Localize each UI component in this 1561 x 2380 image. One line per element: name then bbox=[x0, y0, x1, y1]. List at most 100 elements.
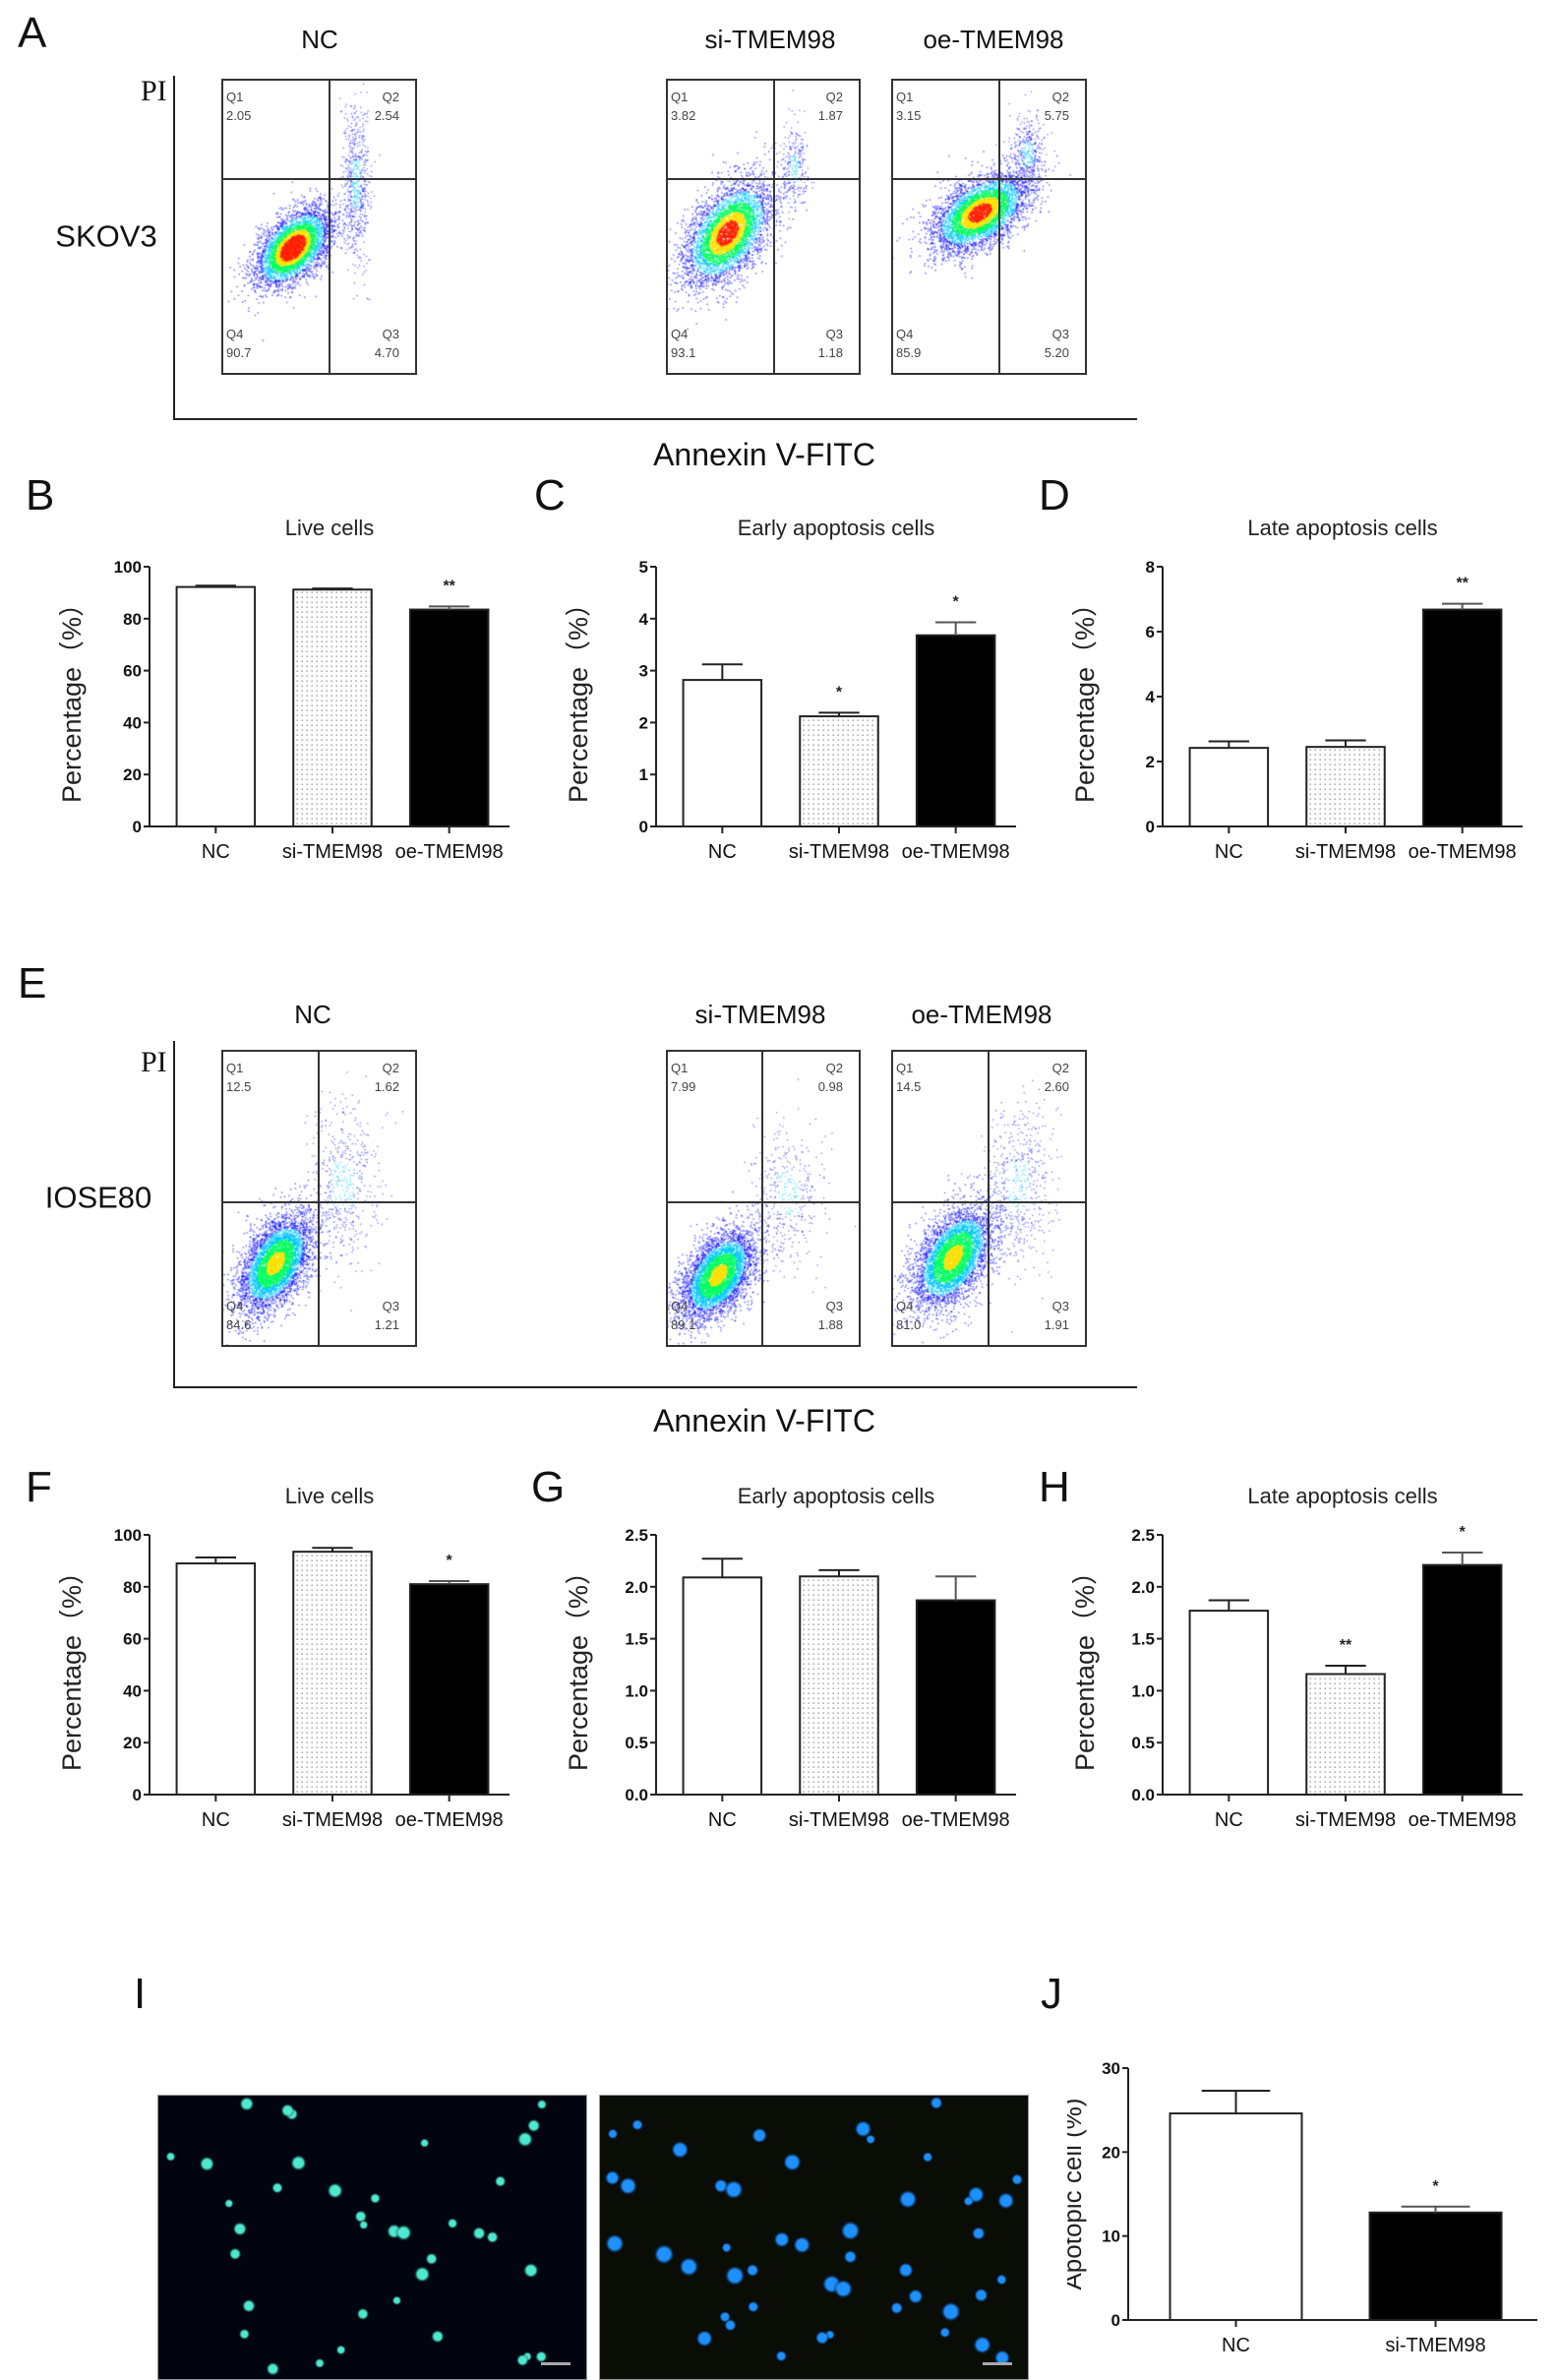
y-tick-label: 10 bbox=[1102, 2227, 1120, 2246]
x-tick-label: si-TMEM98 bbox=[789, 841, 889, 863]
bar-chart-live-cells-skov3: Live cells Percentage（%） 0 20 40 60 80 100 NC si-… bbox=[59, 516, 510, 863]
quadrant-q1-label: Q1 3.82 bbox=[671, 89, 695, 126]
y-tick-label: 4 bbox=[1146, 688, 1156, 706]
quadrant-q3-label: Q3 1.21 bbox=[375, 1298, 399, 1335]
quadrant-percentage: 1.62 bbox=[374, 1078, 399, 1094]
bar-si-tmem98 bbox=[1305, 746, 1386, 827]
y-tick-label: 0 bbox=[1111, 2311, 1120, 2330]
chart-title: Early apoptosis cells bbox=[738, 516, 935, 540]
microscopy-canvas-si bbox=[600, 2096, 1028, 2379]
panel-label-f: F bbox=[26, 1463, 52, 1511]
column-title-oe-e: oe-TMEM98 bbox=[911, 1000, 1052, 1029]
chart-title: Live cells bbox=[285, 516, 374, 540]
quadrant-name: Q4 bbox=[226, 1299, 244, 1314]
y-tick-label: 80 bbox=[123, 1578, 142, 1597]
bar-oe-tmem98 bbox=[915, 634, 996, 827]
quadrant-q2-label: Q2 1.62 bbox=[375, 1060, 399, 1097]
column-title-nc: NC bbox=[301, 25, 338, 54]
bar-chart-early-apoptosis-skov3: Early apoptosis cells Percentage（%） 0 1 2 3 4 5… bbox=[566, 516, 1016, 863]
x-tick-label: si-TMEM98 bbox=[282, 1809, 383, 1831]
y-tick-label: 30 bbox=[1102, 2059, 1120, 2078]
chart-title: Late apoptosis cells bbox=[1247, 516, 1437, 540]
quadrant-name: Q4 bbox=[671, 1299, 689, 1314]
bar-oe-tmem98 bbox=[408, 1583, 490, 1796]
quadrant-name: Q4 bbox=[896, 1299, 914, 1314]
quadrant-divider-vertical bbox=[761, 1052, 764, 1345]
y-tick-label: 3 bbox=[639, 662, 648, 681]
quadrant-percentage: 81.0 bbox=[896, 1317, 922, 1333]
quadrant-percentage: 7.99 bbox=[671, 1078, 696, 1094]
quadrant-name: Q2 bbox=[1051, 90, 1069, 104]
flow-plot-si-tmem98: Q1 3.82 Q2 1.87 Q4 93.1 Q3 1.18 bbox=[666, 79, 861, 375]
y-tick-label: 1.5 bbox=[625, 1630, 648, 1649]
y-tick-label: 20 bbox=[123, 765, 142, 784]
quadrant-divider-horizontal bbox=[893, 178, 1085, 181]
y-tick-label: 60 bbox=[123, 1630, 142, 1649]
flow-y-axis-e bbox=[173, 1041, 175, 1388]
microscopy-image-si bbox=[599, 2095, 1029, 2380]
y-tick-label: 20 bbox=[123, 1734, 142, 1752]
pi-axis-label: PI bbox=[141, 75, 167, 107]
bar-nc bbox=[175, 1562, 257, 1797]
quadrant-percentage: 1.91 bbox=[1044, 1317, 1069, 1333]
flow-scatter-canvas bbox=[223, 81, 415, 373]
y-tick-label: 80 bbox=[123, 610, 142, 629]
flow-x-axis-e bbox=[173, 1386, 1137, 1388]
y-tick-label: 40 bbox=[123, 713, 142, 732]
bar-chart-apoptotic-cell: Apotopic cell (%) 0 10 20 30 NC si-TMEM98 * bbox=[1067, 2059, 1537, 2356]
y-axis-label: Percentage（%） bbox=[566, 590, 593, 803]
cell-line-label-e: IOSE80 bbox=[44, 1180, 152, 1215]
quadrant-divider-horizontal bbox=[223, 1200, 415, 1203]
flow-plot-nc: Q1 2.05 Q2 2.54 Q4 90.7 Q3 4.70 bbox=[221, 79, 417, 375]
quadrant-percentage: 1.88 bbox=[817, 1317, 843, 1333]
quadrant-percentage: 89.1 bbox=[671, 1317, 696, 1333]
quadrant-percentage: 3.15 bbox=[896, 107, 922, 123]
bar-oe-tmem98 bbox=[1421, 608, 1503, 827]
y-tick-label: 2.5 bbox=[625, 1526, 648, 1545]
pi-axis-label-e: PI bbox=[141, 1046, 167, 1078]
quadrant-divider-horizontal bbox=[893, 1200, 1085, 1203]
y-tick-label: 60 bbox=[123, 662, 142, 681]
flow-plot-oe-tmem98: Q1 14.5 Q2 2.60 Q4 81.0 Q3 1.91 bbox=[891, 1050, 1087, 1347]
panel-label-g: G bbox=[531, 1463, 566, 1511]
quadrant-q4-label: Q4 89.1 bbox=[671, 1298, 695, 1335]
quadrant-percentage: 0.98 bbox=[817, 1078, 843, 1094]
quadrant-percentage: 5.75 bbox=[1044, 107, 1069, 123]
annexin-axis-label: Annexin V-FITC bbox=[653, 437, 875, 472]
panel-label-c: C bbox=[534, 471, 566, 519]
flow-plot-nc: Q1 12.5 Q2 1.62 Q4 84.6 Q3 1.21 bbox=[221, 1050, 417, 1347]
quadrant-q1-label: Q1 12.5 bbox=[226, 1060, 251, 1097]
bar-si-tmem98 bbox=[292, 1551, 373, 1796]
y-axis-label: Percentage（%） bbox=[59, 590, 87, 803]
quadrant-name: Q3 bbox=[1051, 327, 1069, 342]
significance-marker: * bbox=[1460, 1524, 1467, 1541]
x-tick-label: si-TMEM98 bbox=[789, 1809, 889, 1831]
flow-scatter-canvas bbox=[893, 81, 1085, 373]
quadrant-name: Q1 bbox=[671, 1061, 689, 1075]
quadrant-name: Q3 bbox=[382, 327, 399, 342]
quadrant-percentage: 1.21 bbox=[374, 1317, 399, 1333]
significance-marker: * bbox=[447, 1553, 453, 1569]
y-tick-label: 1.0 bbox=[625, 1681, 648, 1700]
bar-oe-tmem98 bbox=[915, 1599, 996, 1796]
panel-label-i: I bbox=[134, 1970, 147, 2018]
x-tick-label: NC bbox=[1222, 2335, 1250, 2356]
quadrant-q3-label: Q3 1.18 bbox=[818, 326, 843, 363]
quadrant-q1-label: Q1 2.05 bbox=[226, 89, 251, 126]
x-tick-label: NC bbox=[708, 841, 737, 863]
microscopy-image-nc bbox=[157, 2095, 587, 2380]
y-tick-label: 0 bbox=[1146, 818, 1155, 836]
chart-title: Live cells bbox=[285, 1484, 374, 1508]
quadrant-name: Q1 bbox=[896, 90, 914, 104]
y-tick-label: 0.5 bbox=[1131, 1734, 1155, 1752]
quadrant-name: Q2 bbox=[825, 1061, 843, 1075]
quadrant-percentage: 84.6 bbox=[226, 1317, 252, 1333]
quadrant-q3-label: Q3 1.88 bbox=[818, 1298, 843, 1335]
bar-si-tmem98 bbox=[1368, 2211, 1503, 2321]
y-tick-label: 2 bbox=[1146, 753, 1155, 771]
quadrant-percentage: 93.1 bbox=[671, 345, 696, 361]
chart-title: Early apoptosis cells bbox=[738, 1484, 935, 1508]
quadrant-divider-vertical bbox=[998, 81, 1001, 373]
y-tick-label: 5 bbox=[639, 558, 648, 577]
significance-marker: * bbox=[953, 593, 960, 610]
